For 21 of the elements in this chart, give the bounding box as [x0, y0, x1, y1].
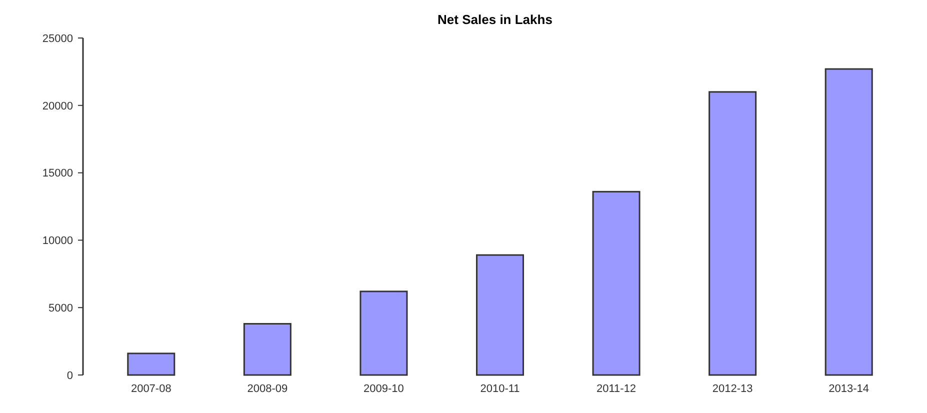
- bar: [243, 323, 292, 376]
- bar: [476, 254, 524, 376]
- x-tick-label: 2011-12: [596, 383, 636, 395]
- x-tick-label: 2009-10: [364, 383, 404, 395]
- y-tick-label: 0: [66, 370, 73, 382]
- x-tick-label: 2010-11: [480, 383, 520, 395]
- bar: [127, 352, 176, 376]
- bar: [592, 190, 640, 376]
- y-tick-label: 25000: [42, 32, 73, 45]
- x-tick-label: 2007-08: [130, 383, 172, 395]
- x-tick-label: 2008-09: [247, 383, 288, 395]
- y-tick-label: 20000: [42, 100, 73, 112]
- chart-title: Net Sales in Lakhs: [438, 12, 552, 27]
- bar: [824, 68, 873, 376]
- bar: [360, 290, 408, 376]
- x-tick-label: 2012-13: [712, 383, 753, 395]
- bar: [708, 91, 757, 376]
- x-tick-label: 2013-14: [828, 383, 870, 395]
- y-tick-label: 15000: [42, 168, 73, 180]
- y-tick-label: 5000: [48, 302, 73, 314]
- y-tick-label: 10000: [42, 235, 73, 248]
